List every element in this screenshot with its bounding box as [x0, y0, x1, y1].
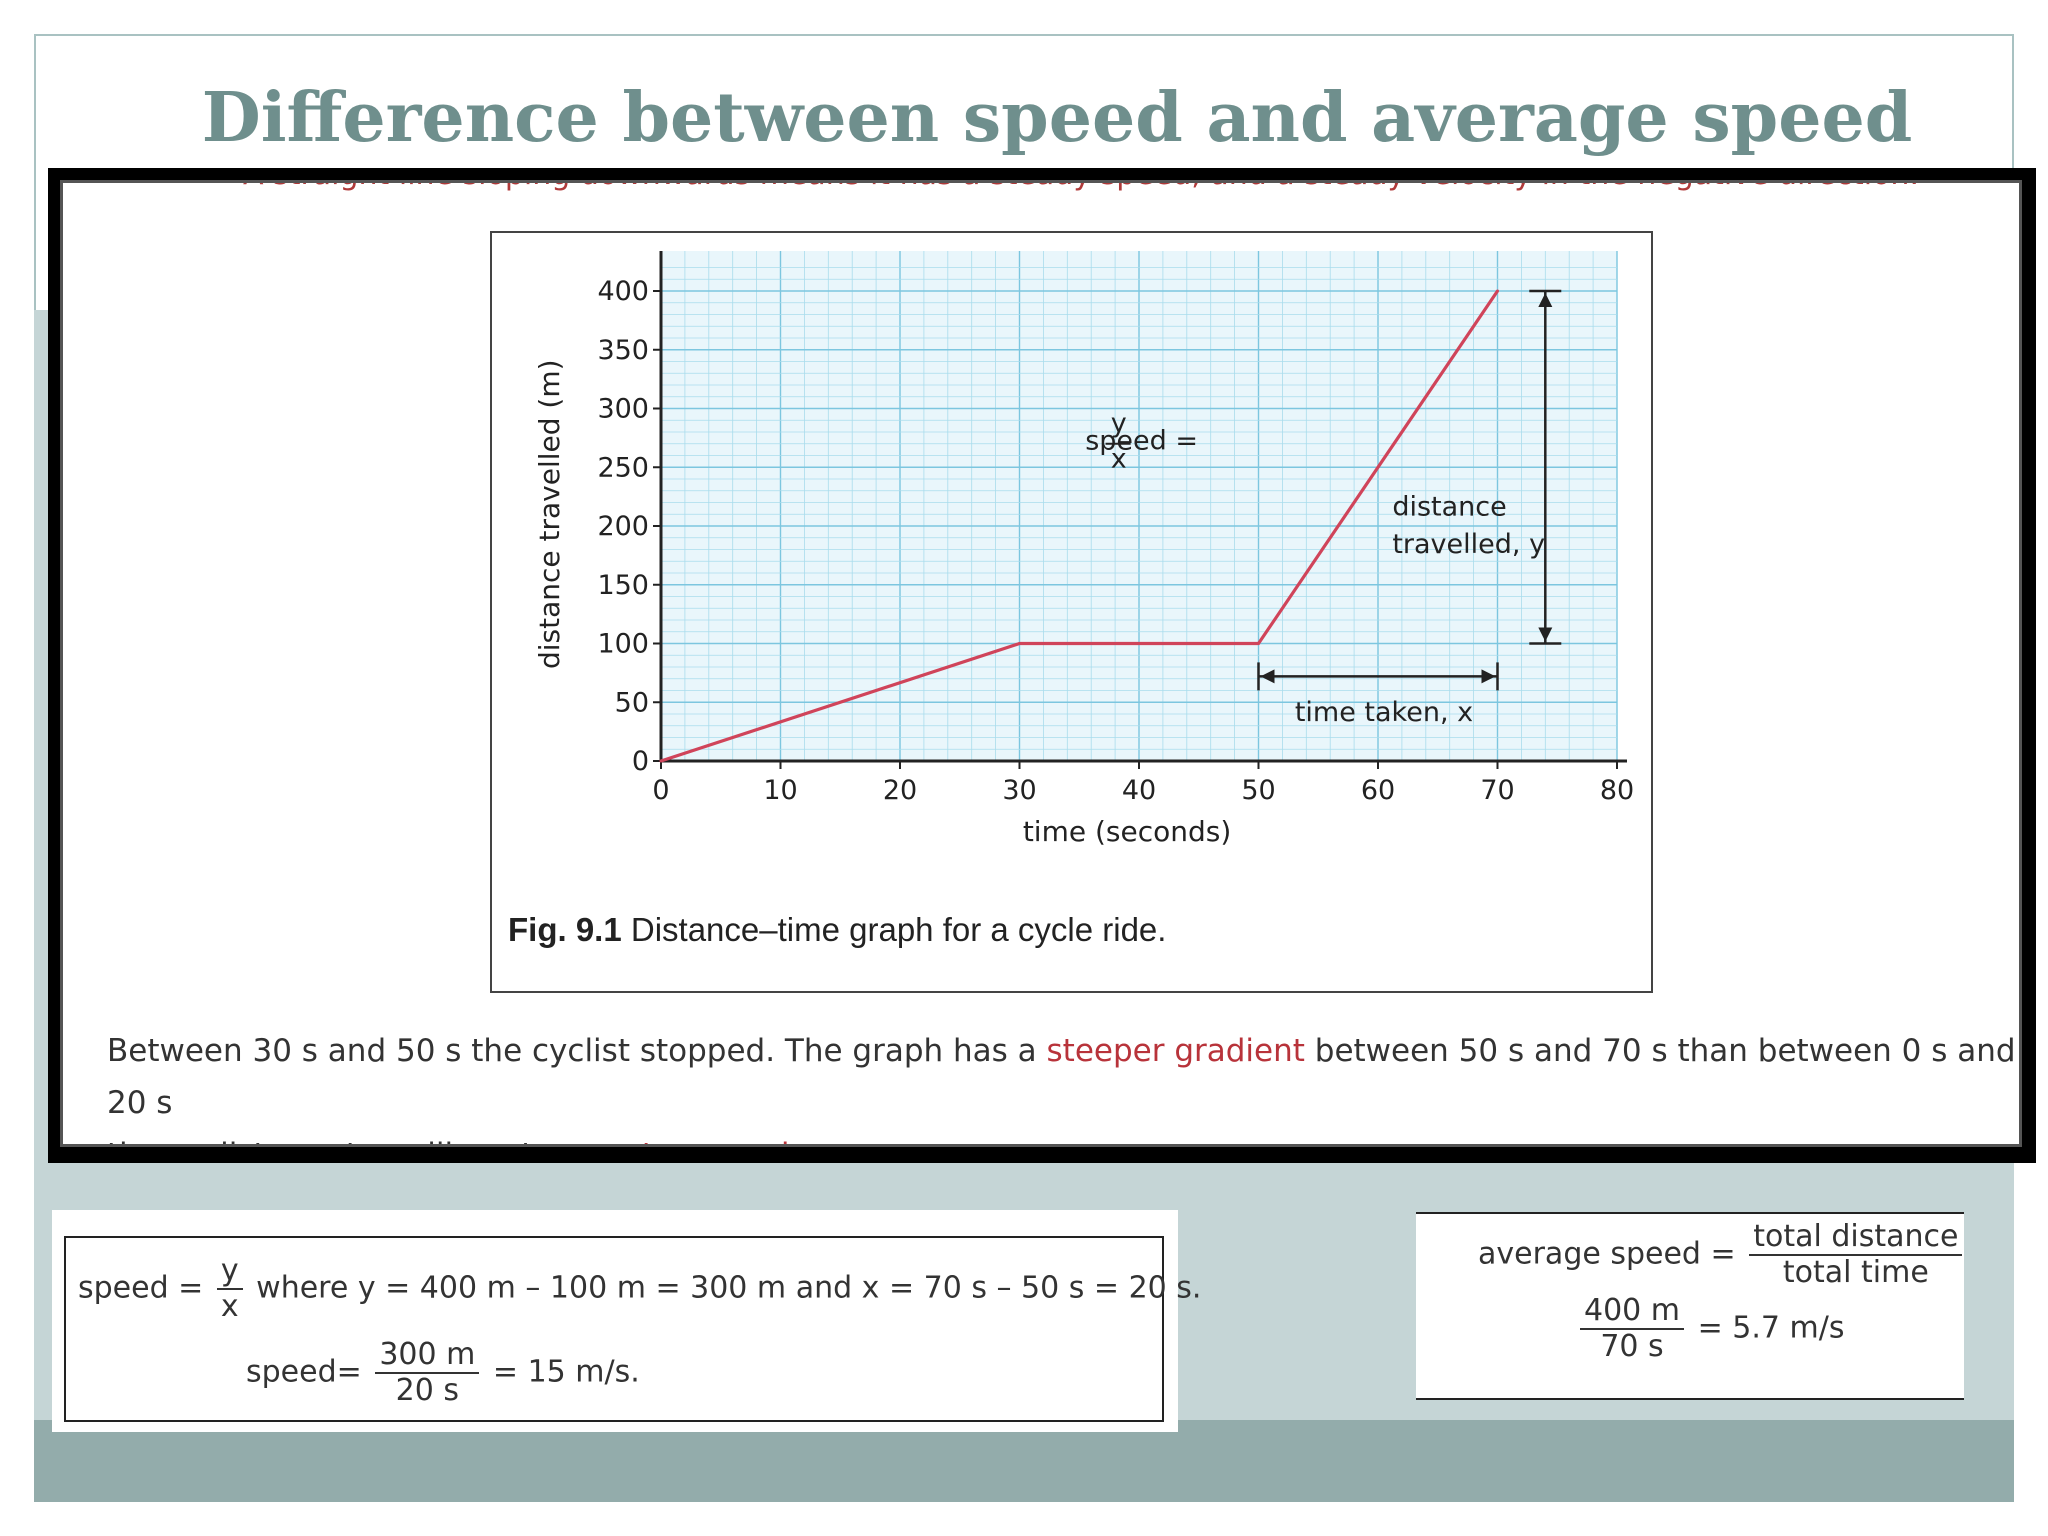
- x-axis-label: time (seconds): [1023, 815, 1231, 848]
- chart-ticks: 0 10 20 30 40 50 60 70 80 0 50 100 150 200 250 300 350 40…: [533, 276, 1634, 848]
- paragraph-text-3: the cyclist was travelling at a: [107, 1137, 572, 1144]
- slide-footer-band: [34, 1420, 2014, 1502]
- chart-annotations: speed =yx distance travelled, y time taken,…: [1085, 289, 1562, 728]
- figure-number: Fig. 9.1: [508, 911, 622, 948]
- slide-title: Difference between speed and average spe…: [201, 78, 1913, 158]
- y-tick-label: 400: [597, 276, 649, 307]
- average-speed-formula: average speed = total distance total time: [1478, 1220, 1966, 1290]
- fraction-denominator: total time: [1782, 1255, 1929, 1290]
- time-arrow-head-left: [1260, 669, 1275, 684]
- time-arrow-head-right: [1481, 669, 1496, 684]
- distance-annotation-line2: travelled, y: [1392, 529, 1545, 560]
- fraction-denominator: x: [220, 1289, 239, 1324]
- x-tick-label: 50: [1241, 775, 1275, 806]
- y-tick-label: 300: [597, 394, 649, 425]
- speed-where-text: where y = 400 m – 100 m = 300 m and x = …: [256, 1270, 1202, 1306]
- x-tick-label: 20: [883, 775, 917, 806]
- paragraph-text-1: Between 30 s and 50 s the cyclist stoppe…: [107, 1033, 1047, 1069]
- fraction-denominator: 70 s: [1600, 1329, 1664, 1364]
- x-tick-label: 0: [652, 775, 669, 806]
- average-speed-box: average speed = total distance total time…: [1416, 1212, 1964, 1400]
- paragraph-text-4: .: [789, 1137, 799, 1144]
- y-tick-label: 0: [632, 746, 649, 777]
- chart-series: [659, 289, 1499, 763]
- x-tick-label: 10: [763, 775, 797, 806]
- distance-time-chart: 0 10 20 30 40 50 60 70 80 0 50 100 150 200 250 300 350 40…: [533, 251, 1634, 848]
- speed-result-fraction: 300 m 20 s: [375, 1338, 480, 1408]
- explanation-paragraph: Between 30 s and 50 s the cyclist stoppe…: [107, 1025, 2017, 1144]
- speed-annotation-label: speed =: [1085, 426, 1198, 457]
- highlight-steeper-gradient: steeper gradient: [1046, 1033, 1305, 1069]
- speed-result-prefix: speed=: [246, 1354, 362, 1390]
- y-tick-label: 350: [597, 335, 649, 366]
- series-point: [659, 759, 663, 763]
- x-tick-label: 30: [1002, 775, 1036, 806]
- average-speed-result: 400 m 70 s = 5.7 m/s: [1576, 1294, 1844, 1364]
- y-tick-label: 100: [597, 629, 649, 660]
- figure-caption-text: Distance–time graph for a cycle ride.: [621, 911, 1167, 948]
- fraction-numerator: total distance: [1749, 1220, 1963, 1256]
- screenshot-content: A straight line sloping downwards means …: [60, 180, 2022, 1147]
- figure-caption: Fig. 9.1 Distance–time graph for a cycle…: [508, 911, 1166, 949]
- y-tick-label: 50: [615, 687, 649, 718]
- speed-result-value: = 15 m/s.: [492, 1354, 640, 1390]
- figure-box: 0 10 20 30 40 50 60 70 80 0 50 100 150 200 250 300 350 40…: [490, 231, 1653, 993]
- average-speed-prefix: average speed =: [1478, 1236, 1736, 1272]
- y-tick-label: 200: [597, 511, 649, 542]
- fraction-numerator: y: [216, 1254, 243, 1290]
- y-axis-label: distance travelled (m): [533, 359, 566, 669]
- distance-arrow-head-up: [1538, 293, 1553, 307]
- x-tick-label: 70: [1480, 775, 1514, 806]
- average-speed-fraction: total distance total time: [1749, 1220, 1963, 1290]
- y-tick-label: 150: [597, 570, 649, 601]
- screenshot-frame: A straight line sloping downwards means …: [48, 168, 2036, 1163]
- x-tick-label: 80: [1600, 775, 1634, 806]
- fraction-denominator: 20 s: [395, 1373, 460, 1408]
- chart-axes: [659, 251, 1627, 763]
- fraction-numerator: 400 m: [1580, 1294, 1685, 1330]
- paragraph-text-2: between 50 s and 70 s than between 0 s a…: [107, 1033, 2016, 1121]
- x-tick-label: 40: [1122, 775, 1156, 806]
- speed-prefix: speed =: [78, 1270, 204, 1306]
- series-line: [660, 290, 1499, 763]
- average-speed-value-fraction: 400 m 70 s: [1580, 1294, 1685, 1364]
- y-tick-label: 250: [597, 452, 649, 483]
- cut-off-text-line: A straight line sloping downwards means …: [243, 183, 1943, 191]
- series-point: [1018, 642, 1021, 645]
- x-tick-label: 60: [1361, 775, 1395, 806]
- speed-result-line: speed= 300 m 20 s = 15 m/s.: [246, 1338, 640, 1408]
- highlight-greater-speed: greater speed: [572, 1137, 789, 1144]
- speed-annotation-numerator: y: [1111, 408, 1127, 439]
- fraction-numerator: 300 m: [375, 1338, 480, 1374]
- series-point: [1257, 642, 1260, 645]
- series-point: [1496, 289, 1499, 293]
- speed-annotation-denominator: x: [1111, 443, 1127, 474]
- time-taken-annotation: time taken, x: [1295, 697, 1473, 728]
- distance-annotation-line1: distance: [1392, 491, 1506, 522]
- distance-arrow-head-down: [1538, 627, 1553, 642]
- average-speed-value: = 5.7 m/s: [1697, 1310, 1845, 1346]
